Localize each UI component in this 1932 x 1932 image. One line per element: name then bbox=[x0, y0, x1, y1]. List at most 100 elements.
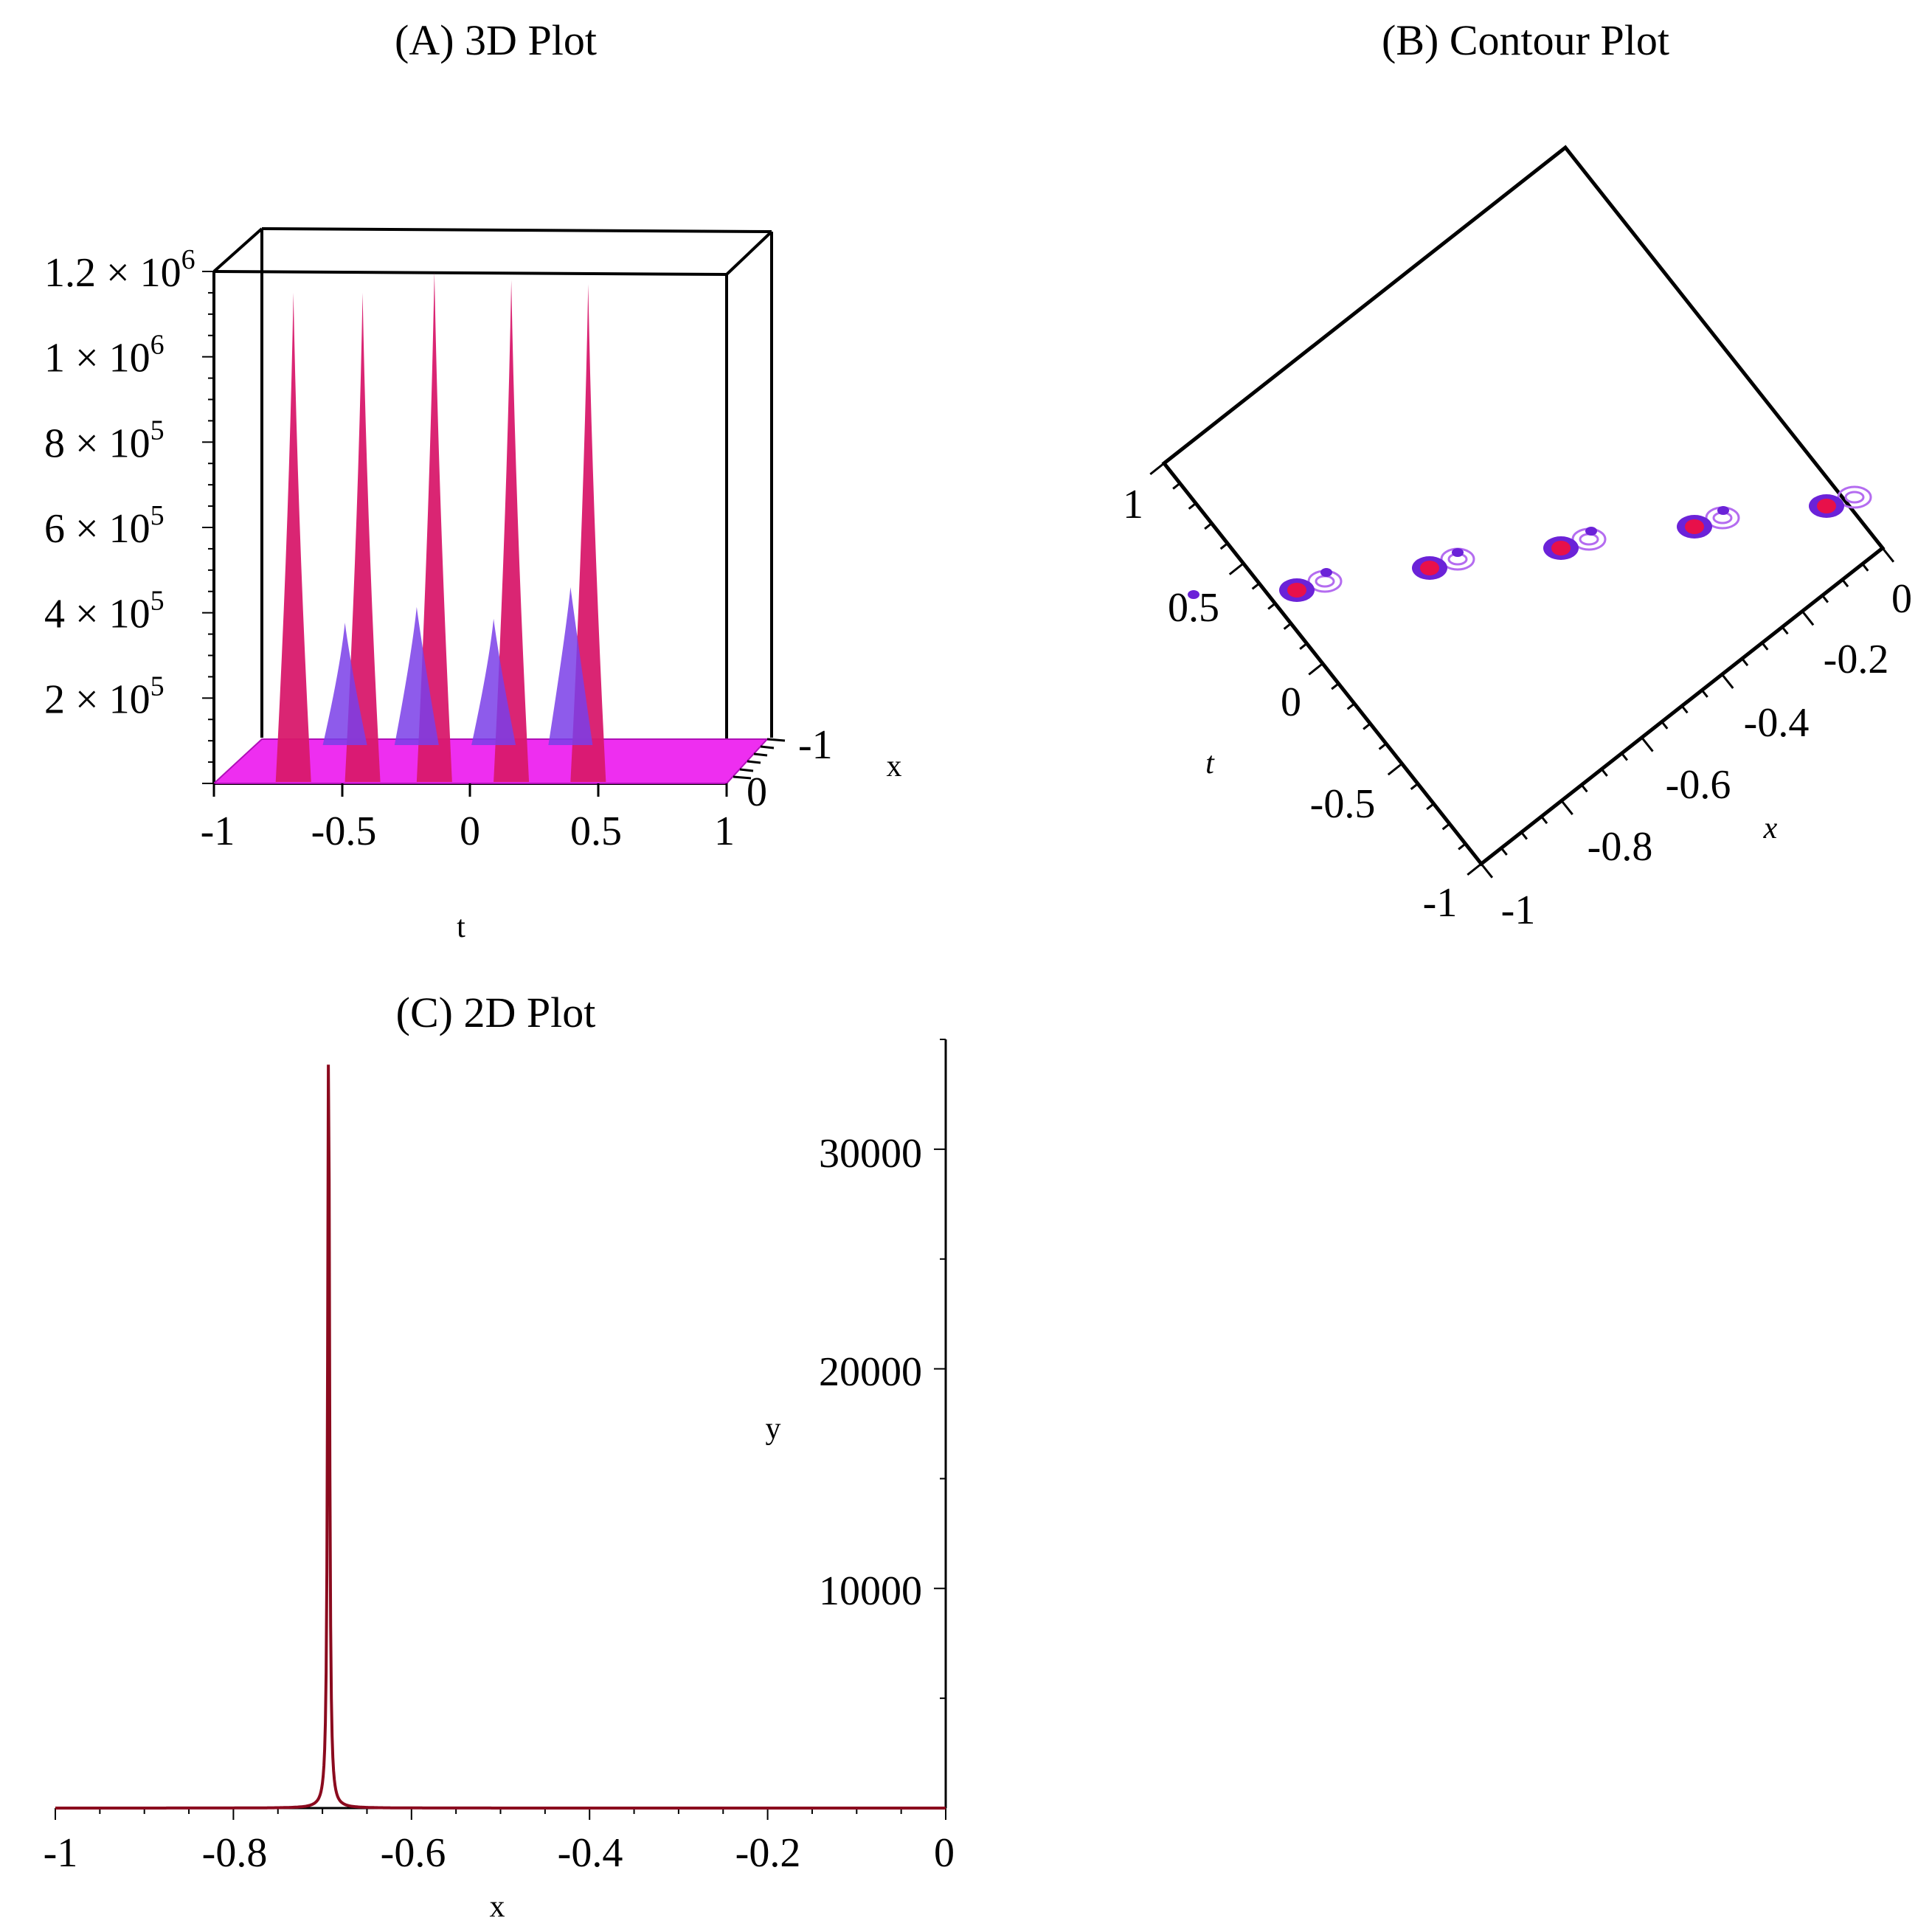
a-z-tick-label: 1.2 × 106 bbox=[44, 244, 195, 296]
c-x-tick-label: -0.6 bbox=[381, 1830, 446, 1876]
b-t-tick-label: 1 bbox=[1123, 482, 1143, 527]
a-peak-shadow bbox=[471, 618, 516, 745]
b-xlabel-x: x bbox=[1763, 811, 1778, 845]
a-t-tick-label: -0.5 bbox=[311, 809, 377, 854]
a-t-tick-label: 0.5 bbox=[570, 809, 622, 854]
tick-mark bbox=[1540, 815, 1548, 825]
b-x-tick-label: -0.8 bbox=[1588, 824, 1653, 870]
c-y-tick-label: 20000 bbox=[819, 1349, 922, 1395]
box-edge bbox=[212, 227, 263, 273]
a-z-tick-label: 4 × 105 bbox=[44, 586, 165, 637]
a-peak-shadow bbox=[548, 587, 593, 745]
b-contour-core bbox=[1817, 499, 1836, 513]
tick-mark bbox=[1801, 610, 1815, 626]
tick-mark bbox=[1580, 784, 1588, 793]
tick-mark bbox=[1188, 502, 1197, 510]
a-z-tick-label: 1 × 106 bbox=[44, 330, 165, 381]
tick-mark bbox=[1721, 674, 1734, 689]
panel-b-frame bbox=[1161, 145, 1886, 867]
tick-mark bbox=[1219, 542, 1228, 550]
c-series-line bbox=[55, 1064, 946, 1810]
a-peak-shadow bbox=[322, 623, 367, 745]
a-z-tick-exponent: 5 bbox=[150, 415, 165, 446]
tick-mark bbox=[1841, 578, 1849, 588]
panel-b-t-ticks bbox=[1149, 462, 1482, 876]
a-x-tick-label: 0 bbox=[747, 769, 767, 815]
tick-mark bbox=[1781, 626, 1789, 635]
b-x-tick-label: 0 bbox=[1891, 576, 1912, 622]
tick-mark bbox=[753, 752, 768, 757]
panel-a-title: (A) 3D Plot bbox=[395, 16, 597, 64]
b-ylabel-t: t bbox=[1205, 747, 1215, 780]
a-z-tick-exponent: 5 bbox=[150, 500, 165, 531]
panel-b-x-ticks bbox=[1480, 547, 1895, 879]
b-contour-dot bbox=[1452, 548, 1464, 557]
b-contour-core bbox=[1287, 583, 1306, 598]
tick-mark bbox=[1283, 623, 1292, 630]
panel-c-2d-plot: (C) 2D Plot -1 -0.8 -0.6 -0.4 -0.2 0 100… bbox=[44, 988, 955, 1924]
tick-mark bbox=[1346, 702, 1355, 710]
tick-mark bbox=[1251, 582, 1260, 590]
tick-mark bbox=[760, 745, 775, 749]
c-ylabel: y bbox=[766, 1412, 781, 1446]
tick-mark bbox=[1761, 642, 1769, 651]
a-z-tick-exponent: 6 bbox=[150, 330, 165, 361]
b-contour-core bbox=[1551, 541, 1571, 555]
tick-mark bbox=[766, 738, 786, 742]
b-t-tick-label: -1 bbox=[1423, 880, 1458, 926]
a-ylabel-x: x bbox=[887, 749, 902, 783]
panel-b-title: (B) Contour Plot bbox=[1382, 16, 1669, 64]
tick-mark bbox=[747, 760, 761, 764]
a-z-tick-exponent: 5 bbox=[150, 586, 165, 617]
b-contour-core bbox=[1685, 519, 1704, 534]
tick-mark bbox=[1520, 831, 1528, 840]
panel-b-contour-blobs bbox=[1188, 485, 1872, 602]
tick-mark bbox=[1861, 563, 1869, 572]
tick-mark bbox=[1500, 847, 1508, 856]
c-x-tick-label: -0.8 bbox=[202, 1830, 268, 1876]
b-contour-dot bbox=[1585, 527, 1597, 536]
b-contour-ring bbox=[1837, 485, 1872, 509]
c-y-tick-label: 30000 bbox=[819, 1131, 922, 1177]
c-x-tick-label: -1 bbox=[44, 1830, 78, 1876]
tick-mark bbox=[1331, 682, 1340, 690]
panel-a-peaks bbox=[275, 271, 606, 782]
a-z-tick-exponent: 5 bbox=[150, 671, 165, 702]
a-z-tick-label: 6 × 105 bbox=[44, 500, 165, 552]
tick-mark bbox=[1881, 547, 1895, 563]
a-z-tick-exponent: 6 bbox=[181, 244, 195, 275]
tick-mark bbox=[1228, 562, 1244, 575]
b-t-tick-label: -0.5 bbox=[1310, 781, 1376, 827]
tick-mark bbox=[1458, 842, 1467, 851]
a-peak-spike bbox=[275, 292, 311, 782]
a-z-tick-label: 2 × 105 bbox=[44, 671, 165, 722]
a-peak-spike bbox=[416, 271, 452, 782]
tick-mark bbox=[1701, 689, 1708, 698]
tick-mark bbox=[1441, 823, 1450, 831]
tick-mark bbox=[1661, 721, 1669, 730]
tick-mark bbox=[1204, 522, 1213, 530]
a-x-tick-label: -1 bbox=[798, 722, 833, 768]
tick-mark bbox=[1410, 783, 1419, 791]
tick-mark bbox=[1601, 768, 1608, 777]
panel-c-ticks bbox=[55, 1039, 946, 1820]
a-z-tick-label: 8 × 105 bbox=[44, 415, 165, 466]
tick-mark bbox=[1267, 602, 1276, 610]
tick-mark bbox=[1680, 705, 1689, 714]
tick-mark bbox=[1467, 862, 1482, 876]
panel-b-contour-plot: (B) Contour Plot 1 0.5 0 -0.5 -1 0 -0.2 … bbox=[1123, 16, 1912, 933]
a-t-tick-label: 1 bbox=[714, 809, 735, 854]
tick-mark bbox=[1621, 752, 1629, 761]
c-x-tick-label: 0 bbox=[934, 1830, 955, 1876]
panel-c-title: (C) 2D Plot bbox=[396, 988, 596, 1036]
tick-mark bbox=[739, 768, 754, 772]
b-t-tick-label: 0.5 bbox=[1168, 585, 1219, 631]
tick-mark bbox=[1149, 462, 1165, 476]
tick-mark bbox=[1172, 482, 1181, 490]
b-contour-core bbox=[1420, 561, 1439, 575]
c-x-tick-label: -0.2 bbox=[735, 1830, 801, 1876]
a-peak-spike bbox=[344, 292, 381, 782]
b-x-tick-label: -1 bbox=[1501, 887, 1536, 933]
c-y-tick-label: 10000 bbox=[819, 1568, 922, 1614]
